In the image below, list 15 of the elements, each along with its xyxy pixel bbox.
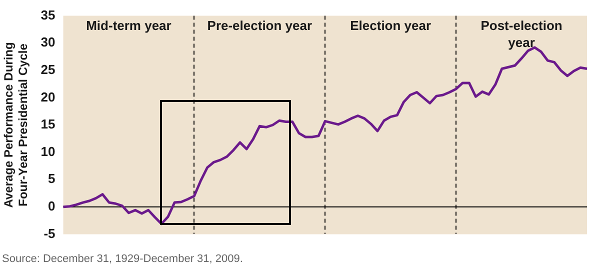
source-note: Source: December 31, 1929-December 31, 2009. [2,253,243,265]
annotation: Election year [350,18,432,33]
annotation: Pre-election year [207,18,312,33]
annotation: Mid-term year [86,18,172,33]
y-axis-title: Average Performance During Four-Year Presidential Cycle [2,42,30,208]
y-tick-label: 5 [48,171,56,186]
y-tick-label: 35 [40,7,56,22]
y-tick-label: 0 [48,198,56,214]
y-tick-label: 25 [40,62,56,77]
y-tick-label: -5 [44,226,56,241]
annotation: Post-election year [480,18,562,50]
y-tick-label: 30 [40,34,56,50]
y-tick-label: 15 [40,116,56,132]
y-tick-label: 20 [40,89,56,104]
y-tick-label: 10 [40,144,56,159]
